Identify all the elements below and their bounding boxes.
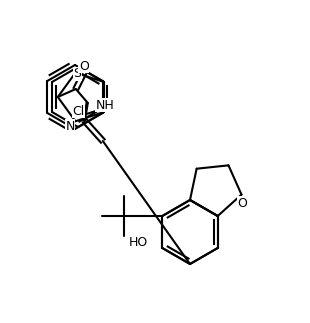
Text: N: N	[65, 120, 75, 132]
Text: Cl: Cl	[72, 105, 85, 118]
Text: O: O	[237, 197, 247, 210]
Text: O: O	[79, 59, 89, 72]
Text: HO: HO	[129, 235, 148, 248]
Text: S: S	[73, 67, 82, 80]
Text: NH: NH	[96, 99, 115, 111]
